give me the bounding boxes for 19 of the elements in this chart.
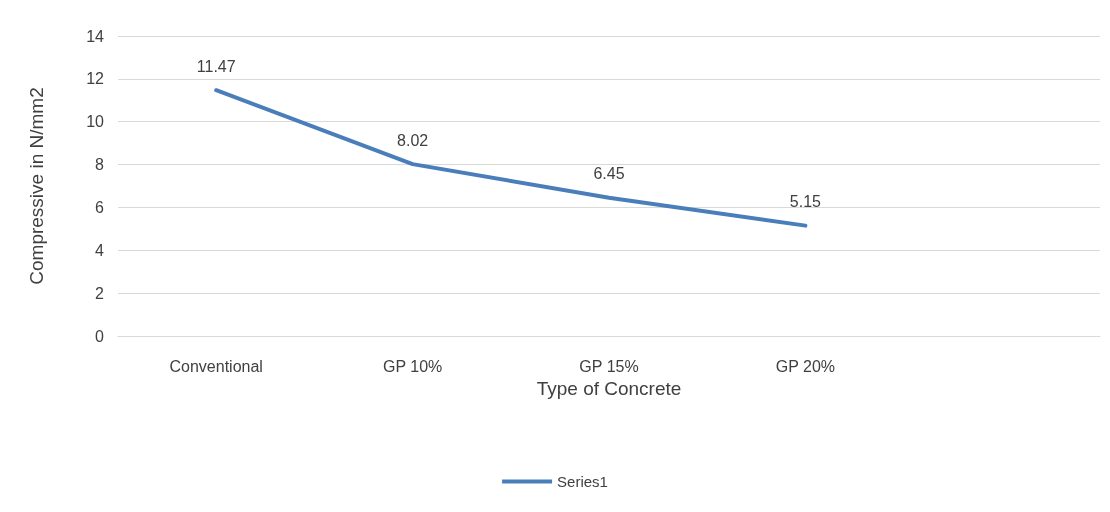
data-label: 6.45	[593, 165, 625, 183]
x-axis-title: Type of Concrete	[536, 377, 682, 399]
data-label: 11.47	[196, 57, 236, 75]
x-tick-label: GP 20%	[775, 357, 836, 375]
x-tick-label: GP 15%	[579, 357, 639, 375]
legend-label: Series1	[557, 473, 608, 490]
y-tick-label: 4	[95, 241, 105, 259]
data-label: 5.15	[789, 193, 822, 211]
y-tick-label: 12	[86, 70, 105, 88]
y-tick-label: 10	[86, 113, 105, 131]
y-tick-label: 2	[95, 284, 105, 302]
y-axis-title: Compressive in N/mm2	[26, 87, 47, 285]
x-tick-label: Conventional	[169, 357, 263, 375]
x-tick-label: GP 10%	[382, 357, 443, 375]
data-label: 8.02	[397, 131, 429, 149]
y-tick-label: 6	[95, 198, 105, 216]
y-tick-label: 8	[95, 156, 105, 174]
y-tick-label: 14	[86, 27, 105, 45]
y-tick-label: 0	[95, 327, 105, 345]
